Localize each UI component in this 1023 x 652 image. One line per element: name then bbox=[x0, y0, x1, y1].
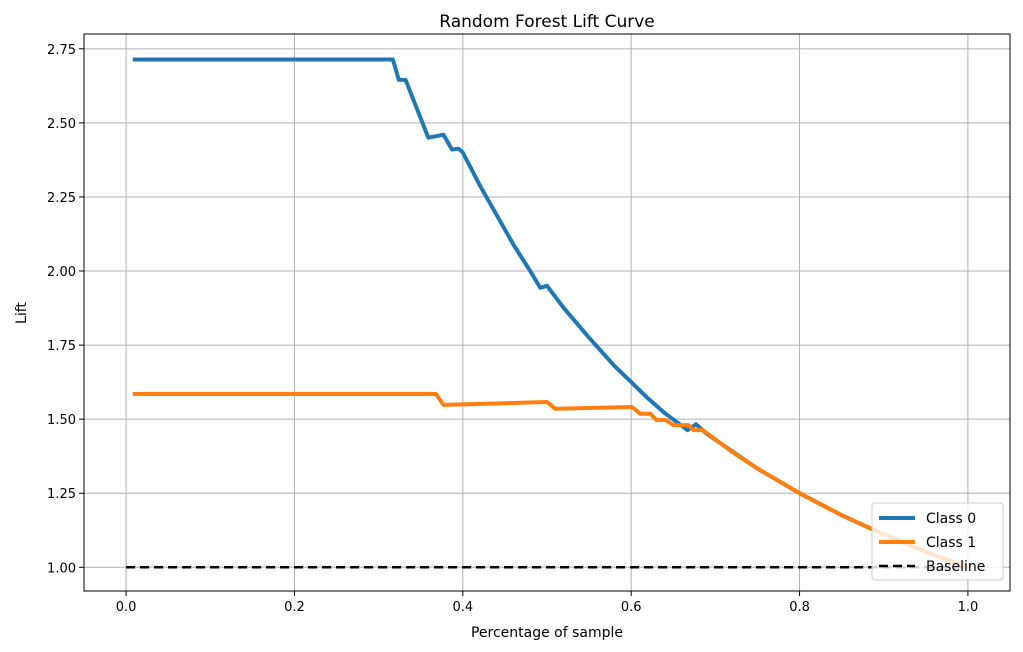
y-tick-label: 1.50 bbox=[47, 413, 76, 428]
plot-frame bbox=[83, 33, 1011, 592]
series-line-class-1 bbox=[132, 392, 969, 570]
y-tick-label: 2.25 bbox=[47, 191, 76, 206]
y-tick-label: 2.50 bbox=[47, 117, 76, 132]
x-tick-label: 0.6 bbox=[621, 600, 642, 615]
x-tick-label: 0.2 bbox=[284, 600, 305, 615]
chart-title: Random Forest Lift Curve bbox=[439, 12, 654, 32]
legend-label: Class 0 bbox=[926, 511, 976, 527]
y-tick-label: 1.25 bbox=[47, 487, 76, 502]
y-axis-label: Lift bbox=[14, 302, 30, 324]
legend-label: Class 1 bbox=[926, 535, 976, 551]
legend-box bbox=[871, 502, 1004, 581]
y-tick-label: 2.00 bbox=[47, 265, 76, 280]
x-tick-label: 0.0 bbox=[116, 600, 137, 615]
y-tick-label: 2.75 bbox=[47, 43, 76, 58]
legend-label: Baseline bbox=[926, 559, 985, 575]
series-line-class-0 bbox=[132, 57, 969, 570]
y-tick-label: 1.75 bbox=[47, 339, 76, 354]
x-tick-label: 0.8 bbox=[789, 600, 810, 615]
x-tick-label: 1.0 bbox=[958, 600, 979, 615]
series-lines bbox=[126, 57, 969, 570]
ticks: 0.0 0.2 0.4 0.6 0.8 1.0 1.00 1.25 1.50 1.75 2.00 2.… bbox=[47, 43, 978, 615]
grid bbox=[84, 34, 1010, 591]
legend: Class 0 Class 1 Baseline bbox=[871, 502, 1004, 581]
x-tick-label: 0.4 bbox=[452, 600, 473, 615]
y-tick-label: 1.00 bbox=[47, 561, 76, 576]
x-axis-label: Percentage of sample bbox=[471, 625, 623, 641]
